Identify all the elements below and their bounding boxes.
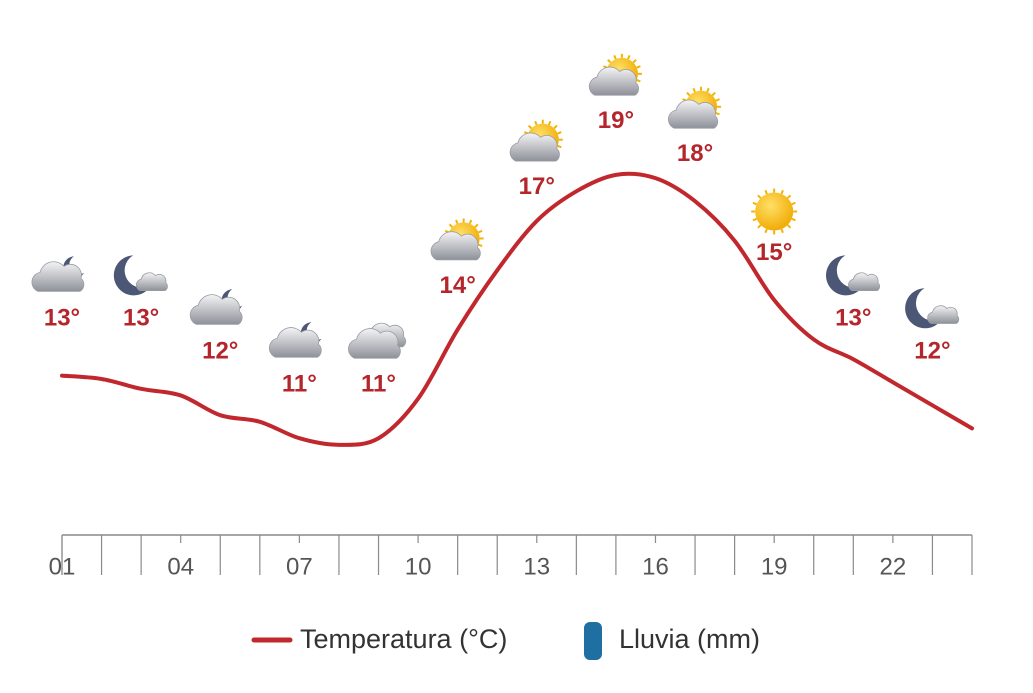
moon <box>825 255 864 296</box>
sun-ray <box>711 91 716 97</box>
temperature-label: 11° <box>361 371 396 398</box>
weather-icon <box>668 86 722 129</box>
sun-ray <box>478 229 483 234</box>
x-tick-label: 13 <box>523 553 550 580</box>
temperature-label: 18° <box>677 140 713 167</box>
sun-ray <box>764 228 768 234</box>
sun-ray <box>627 54 631 60</box>
sun-ray <box>448 223 454 228</box>
x-tick-label: 10 <box>405 553 432 580</box>
cloud <box>31 261 85 292</box>
temperature-label: 11° <box>282 371 317 398</box>
sun-ray <box>715 98 720 102</box>
temperature-label: 13° <box>44 305 80 332</box>
legend-label: Temperatura (°C) <box>300 624 507 654</box>
weather-icon <box>348 322 407 359</box>
weather-icon <box>509 119 563 162</box>
weather-icon <box>751 188 798 235</box>
legend-label: Lluvia (mm) <box>619 624 760 654</box>
weather-icon <box>268 322 322 358</box>
sun-ray <box>706 87 710 93</box>
legend-swatch <box>584 622 602 660</box>
x-tick-label: 16 <box>642 553 669 580</box>
weather-icon <box>189 289 243 325</box>
temperature-label: 15° <box>756 239 792 266</box>
cloud <box>848 272 881 291</box>
temperature-label: 12° <box>202 338 238 365</box>
sun-ray <box>764 189 768 195</box>
sun-ray <box>636 65 641 69</box>
weather-icon <box>825 255 881 296</box>
sun-ray <box>455 219 459 225</box>
sun-ray <box>527 124 533 130</box>
sun-ray <box>757 224 762 229</box>
weather-icon <box>113 255 168 296</box>
sun-ray <box>534 120 538 126</box>
moon <box>905 288 943 329</box>
moon <box>113 255 152 296</box>
temperature-label: 17° <box>519 173 555 200</box>
sun-ray <box>607 58 612 64</box>
sun-ray <box>791 217 796 222</box>
x-tick-label: 04 <box>167 553 194 580</box>
sun-ray <box>757 194 762 199</box>
weather-icon <box>31 256 85 292</box>
temperature-line <box>60 171 974 447</box>
sun-ray <box>468 219 473 225</box>
temperature-label: 13° <box>835 305 871 332</box>
sun-ray <box>715 111 720 116</box>
cloud <box>268 327 322 358</box>
sun-ray <box>791 201 796 206</box>
x-tick-label: 19 <box>761 553 788 580</box>
sun <box>755 192 794 231</box>
sun-ray <box>786 224 792 229</box>
cloud <box>668 99 719 129</box>
sun-ray <box>636 79 641 83</box>
cloud <box>927 305 960 324</box>
weather-icon <box>905 288 960 329</box>
cloud <box>430 231 481 261</box>
sun-ray <box>786 194 792 199</box>
sun-ray <box>752 201 758 206</box>
x-tick-label: 07 <box>286 553 313 580</box>
sun-ray <box>780 228 784 234</box>
sun-ray <box>478 243 483 248</box>
sun-ray <box>557 144 562 149</box>
sun-ray <box>547 120 552 126</box>
sun-ray <box>553 124 558 130</box>
weather-icon <box>588 53 642 96</box>
sun-ray <box>780 189 784 195</box>
weather-icon <box>430 218 484 261</box>
x-tick-label: 01 <box>49 553 76 580</box>
sun-ray <box>632 58 637 64</box>
temperature-label: 12° <box>914 338 950 365</box>
sun-ray <box>613 54 617 60</box>
sun-ray <box>692 87 696 93</box>
cloud <box>588 66 639 96</box>
temperature-label: 14° <box>440 272 476 299</box>
sun-ray <box>474 223 479 228</box>
temperature-label: 19° <box>598 107 634 134</box>
sun-ray <box>752 217 758 222</box>
cloud <box>509 132 560 162</box>
temperature-label: 13° <box>123 305 159 332</box>
sun-ray <box>686 91 691 97</box>
x-tick-label: 22 <box>880 553 907 580</box>
cloud <box>348 328 401 359</box>
sun-ray <box>557 131 562 135</box>
cloud <box>189 294 243 325</box>
cloud <box>135 272 168 291</box>
